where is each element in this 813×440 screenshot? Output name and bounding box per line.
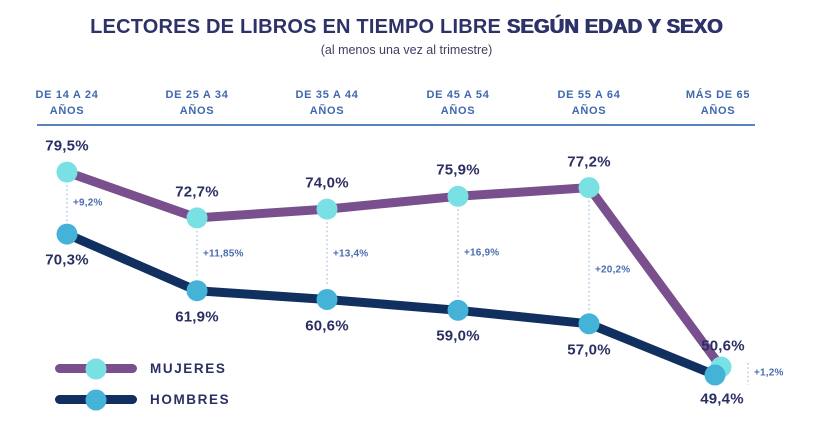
marker-hombres-2 — [316, 289, 338, 310]
category-label-0: DE 14 A 24 AÑOS — [35, 89, 99, 117]
category-label-5: MÁS DE 65 AÑOS — [685, 89, 751, 117]
legend-swatch-hombres — [55, 389, 137, 410]
chart-header: LECTORES DE LIBROS EN TIEMPO LIBRE SEGÚN… — [0, 16, 813, 57]
marker-mujeres-0 — [56, 161, 78, 183]
category-label-3: DE 45 A 54 AÑOS — [426, 89, 490, 117]
category-label-1: DE 25 A 34 AÑOS — [165, 89, 229, 117]
value-label-hombres-4: 57,0% — [567, 341, 611, 359]
marker-hombres-1 — [186, 280, 208, 302]
marker-hombres-3 — [447, 299, 469, 321]
series-line-hombres — [62, 229, 720, 380]
marker-hombres-5 — [704, 364, 726, 386]
gap-label-3: +16,9% — [464, 247, 500, 259]
gap-label-1: +11,85% — [203, 248, 244, 260]
value-label-mujeres-2: 74,0% — [305, 174, 349, 192]
value-label-mujeres-3: 75,9% — [436, 161, 480, 179]
chart-title: LECTORES DE LIBROS EN TIEMPO LIBRE SEGÚN… — [0, 16, 813, 39]
marker-mujeres-1 — [186, 207, 208, 229]
marker-mujeres-2 — [316, 198, 338, 220]
gap-label-0: +9,2% — [73, 197, 103, 209]
value-label-hombres-0: 70,3% — [45, 251, 89, 269]
series-line-mujeres — [62, 167, 726, 372]
value-label-hombres-2: 60,6% — [305, 317, 349, 334]
marker-hombres-0 — [56, 223, 78, 245]
legend-item-mujeres: MUJERES — [55, 353, 230, 384]
title-emphasis: SEGÚN EDAD Y SEXO — [506, 16, 723, 38]
legend-item-hombres: HOMBRES — [55, 384, 230, 415]
value-label-mujeres-5: 50,6% — [701, 337, 745, 355]
chart-subtitle: (al menos una vez al trimestre) — [320, 43, 493, 57]
legend: MUJERES HOMBRES — [55, 353, 230, 415]
legend-marker-hombres-icon — [85, 389, 107, 410]
value-label-hombres-1: 61,9% — [175, 308, 219, 326]
value-label-hombres-5: 49,4% — [700, 390, 744, 408]
marker-mujeres-4 — [578, 177, 600, 199]
gap-label-2: +13,4% — [333, 248, 369, 260]
title-main: LECTORES DE LIBROS EN TIEMPO LIBRE — [90, 16, 502, 38]
legend-swatch-mujeres — [55, 358, 137, 379]
axis-divider — [37, 124, 755, 126]
value-label-hombres-3: 59,0% — [436, 327, 480, 345]
value-label-mujeres-1: 72,7% — [175, 183, 219, 201]
gap-label-4: +20,2% — [595, 264, 631, 276]
legend-label-mujeres: MUJERES — [150, 361, 227, 376]
category-label-2: DE 35 A 44 AÑOS — [295, 89, 359, 117]
legend-label-hombres: HOMBRES — [150, 392, 231, 407]
gap-label-5: +1,2% — [754, 367, 784, 379]
legend-marker-mujeres-icon — [85, 358, 107, 379]
value-label-mujeres-4: 77,2% — [567, 153, 611, 171]
category-label-4: DE 55 A 64 AÑOS — [557, 89, 621, 117]
value-label-mujeres-0: 79,5% — [45, 137, 89, 155]
marker-mujeres-3 — [447, 185, 469, 207]
marker-hombres-4 — [578, 313, 600, 335]
